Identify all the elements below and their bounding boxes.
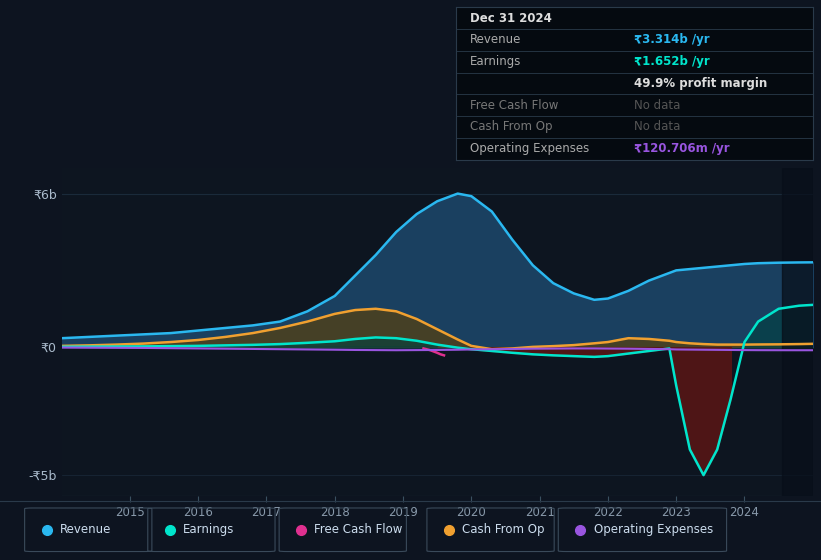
Text: 49.9% profit margin: 49.9% profit margin [635,77,768,90]
Text: Operating Expenses: Operating Expenses [594,523,713,536]
Text: Revenue: Revenue [470,34,521,46]
Text: ₹1.652b /yr: ₹1.652b /yr [635,55,710,68]
Text: ₹120.706m /yr: ₹120.706m /yr [635,142,730,155]
Text: No data: No data [635,120,681,133]
Text: Earnings: Earnings [183,523,235,536]
Text: Cash From Op: Cash From Op [462,523,544,536]
Text: Revenue: Revenue [60,523,112,536]
Text: Cash From Op: Cash From Op [470,120,553,133]
Text: Operating Expenses: Operating Expenses [470,142,589,155]
Text: Free Cash Flow: Free Cash Flow [470,99,558,111]
Text: ₹3.314b /yr: ₹3.314b /yr [635,34,710,46]
Text: Dec 31 2024: Dec 31 2024 [470,12,552,25]
Text: No data: No data [635,99,681,111]
Text: Earnings: Earnings [470,55,521,68]
Text: Free Cash Flow: Free Cash Flow [314,523,403,536]
Bar [782,168,813,496]
